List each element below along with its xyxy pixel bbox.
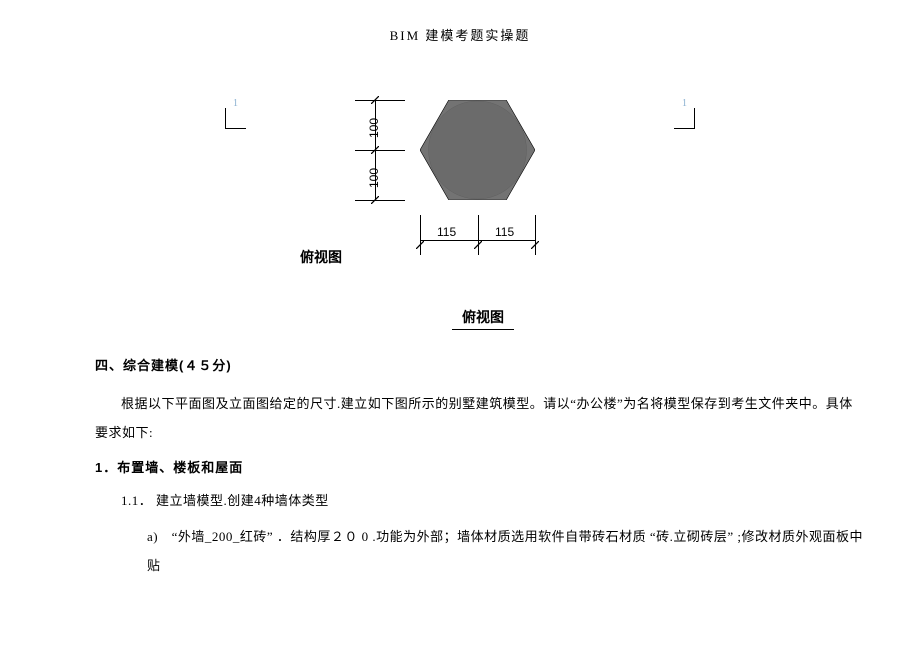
vdim-label-1: 100 [367,118,381,138]
vdim-tick-2 [371,146,379,154]
crop-num-left: 1 [233,98,238,109]
page-header-title: BIM 建模考题实操题 [0,0,920,44]
item-1-1: 1.1． 建立墙模型.创建4种墙体类型 [121,490,865,509]
crop-num-right: 1 [682,98,687,109]
view-label-bottom: 俯视图 [452,307,514,330]
vdim-label-2: 100 [367,168,381,188]
vdim-ext-2 [355,150,405,151]
crop-mark-top-right [674,108,695,129]
hdim-ext-1 [420,215,421,255]
crop-mark-top-left [225,108,246,129]
hdim-tick-2 [474,236,482,244]
section-4-paragraph: 根据以下平面图及立面图给定的尺寸.建立如下图所示的别墅建筑模型。请以“办公楼”为… [95,390,865,447]
view-label-side: 俯视图 [300,247,342,267]
hdim-label-2: 115 [495,225,514,239]
vdim-tick-3 [371,196,379,204]
technical-diagram: 1 1 100 100 115 115 [225,100,695,300]
vdim-tick-1 [371,96,379,104]
document-body: 四、综合建模(４５分) 根据以下平面图及立面图给定的尺寸.建立如下图所示的别墅建… [95,355,865,580]
hdim-ext-3 [535,215,536,255]
section-4-heading: 四、综合建模(４５分) [95,355,865,374]
hdim-tick-3 [531,236,539,244]
item-a: a) “外墙_200_红砖” ．结构厚２０ 0 .功能为外部；墙体材质选用软件自… [147,523,865,580]
vdim-ext-3 [355,200,405,201]
hdim-label-1: 115 [437,225,456,239]
hexagon-shape [420,100,535,200]
subsection-1-heading: 1．布置墙、楼板和屋面 [95,457,865,476]
hdim-tick-1 [416,236,424,244]
hdim-ext-2 [478,215,479,255]
vdim-ext-1 [355,100,405,101]
